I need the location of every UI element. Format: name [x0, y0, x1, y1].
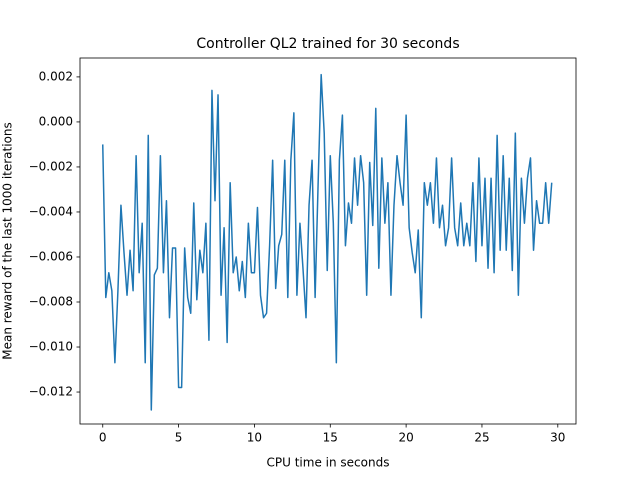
y-axis-label: Mean reward of the last 1000 iterations	[1, 122, 15, 360]
x-axis-label: CPU time in seconds	[267, 456, 390, 470]
x-tick-label: 30	[550, 431, 565, 445]
chart-title: Controller QL2 trained for 30 seconds	[196, 36, 459, 52]
data-line	[102, 73, 553, 411]
x-tick-label: 5	[175, 431, 183, 445]
plot-frame	[79, 57, 577, 425]
y-tick-label: −0.012	[29, 385, 73, 399]
y-tick-label: −0.008	[29, 295, 73, 309]
y-tick-label: 0.000	[39, 114, 73, 128]
y-tick-label: −0.002	[29, 159, 73, 173]
y-tick-label: −0.004	[29, 204, 73, 218]
x-tick-label: 0	[99, 431, 107, 445]
x-tick-label: 20	[398, 431, 413, 445]
y-tick-label: −0.006	[29, 249, 73, 263]
x-tick-label: 15	[323, 431, 338, 445]
y-tick-label: −0.010	[29, 340, 73, 354]
x-tick-label: 25	[474, 431, 489, 445]
x-tick-label: 10	[247, 431, 262, 445]
y-tick-label: 0.002	[39, 69, 73, 83]
